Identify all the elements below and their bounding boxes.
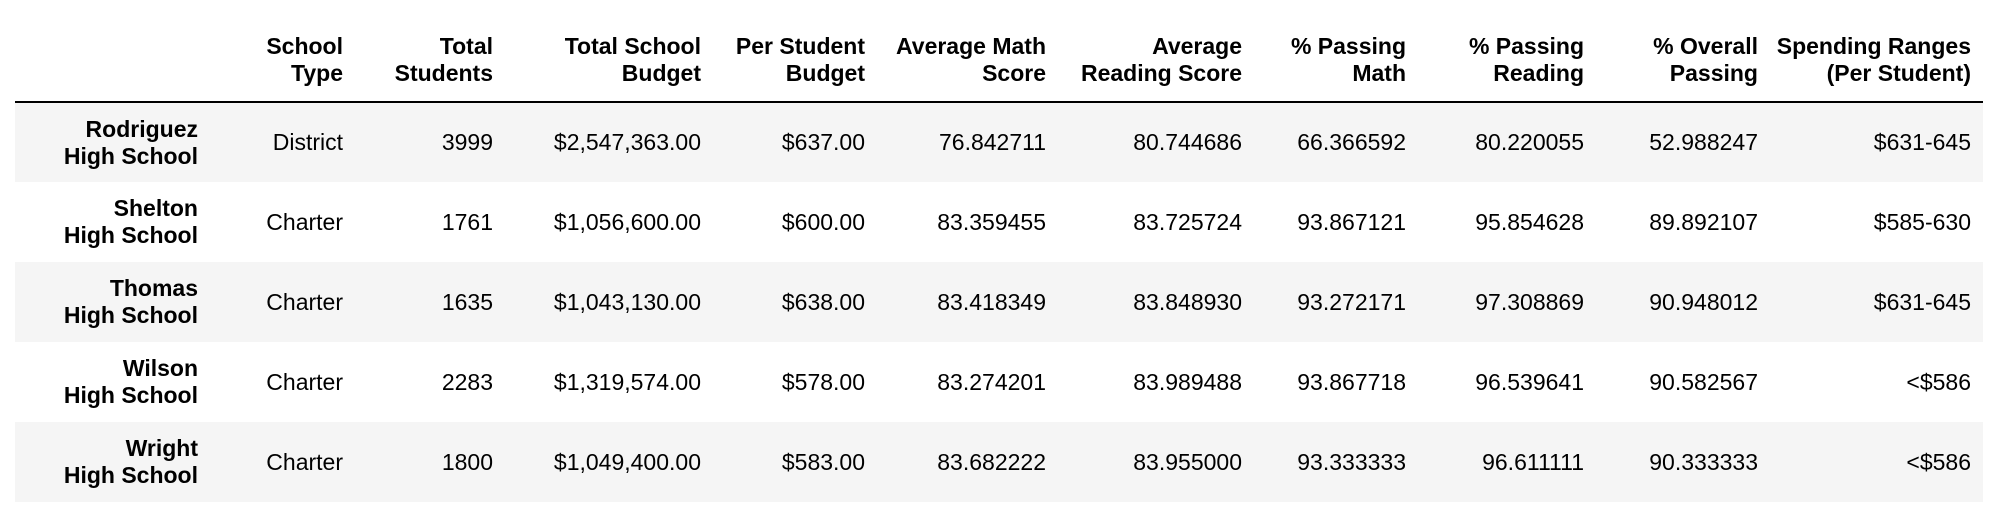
table-cell: 80.220055 [1475, 129, 1584, 155]
column-header-line: Spending Ranges [1776, 33, 1971, 59]
table-cell: $1,049,400.00 [553, 448, 701, 475]
table-cell: 93.867121 [1297, 208, 1406, 235]
table-cell: 66.366592 [1297, 129, 1406, 155]
table-cell: 80.744686 [1133, 129, 1242, 155]
table-row: Wright High School Charter 1800 $1,049,400.0… [15, 422, 1983, 502]
table-cell: 95.854628 [1475, 208, 1584, 235]
column-header-line: Budget [621, 60, 701, 86]
column-header: % Passing Math [1254, 17, 1418, 103]
table-cell: 89.892107 [1649, 208, 1758, 235]
column-header-line: Average Math [896, 33, 1046, 59]
column-header-line: Passing [1669, 60, 1758, 86]
table-cell: $2,547,363.00 [553, 129, 701, 155]
column-header-line: % Overall [1653, 33, 1758, 59]
table-cell: $578.00 [781, 368, 865, 395]
table-row: Thomas High School Charter 1635 $1,043,130.0… [15, 262, 1983, 342]
column-header: School Type [210, 17, 355, 103]
table-cell: Charter [266, 368, 343, 395]
table-cell: $583.00 [781, 448, 865, 475]
table-cell: 97.308869 [1475, 288, 1584, 315]
table-cell: 1761 [441, 208, 493, 235]
table-row: Rodriguez High School District 3999 $2,547,3… [15, 102, 1983, 182]
table-cell: 1635 [441, 288, 493, 315]
column-header-line: % Passing [1290, 33, 1406, 59]
table-cell: 83.955000 [1133, 448, 1242, 475]
column-header-line: School [266, 33, 343, 59]
column-header-line: Type [291, 60, 343, 86]
column-header-line: Budget [785, 60, 865, 86]
table-cell: 83.682222 [937, 448, 1046, 475]
column-header: Spending Ranges (Per Student) [1770, 17, 1983, 103]
table-cell: 2283 [441, 368, 493, 395]
column-header-line: % Passing [1468, 33, 1584, 59]
table-cell: 83.418349 [937, 288, 1046, 315]
table-cell: 3999 [441, 129, 493, 155]
column-header-line: Total [439, 33, 493, 59]
table-cell: 90.333333 [1649, 448, 1758, 475]
table-cell: $631-645 [1873, 129, 1971, 155]
table-cell: District [272, 129, 343, 155]
table-cell: $638.00 [781, 288, 865, 315]
table-cell: 1800 [441, 448, 493, 475]
column-header-line: Per Student [735, 33, 865, 59]
dataframe-container: School Type Total Students Total School Bud… [15, 17, 1983, 502]
table-cell: 93.333333 [1297, 448, 1406, 475]
row-index-school: Shelton High School [63, 195, 198, 248]
column-header-line: Students [394, 60, 493, 86]
column-header: Average Math Score [877, 17, 1058, 103]
table-cell: $1,056,600.00 [553, 208, 701, 235]
table-cell: <$586 [1906, 448, 1971, 475]
table-cell: $1,043,130.00 [553, 288, 701, 315]
table-cell: 96.611111 [1482, 448, 1584, 475]
table-cell: $631-645 [1873, 288, 1971, 315]
row-index-school: Thomas High School [63, 275, 198, 328]
table-cell: Charter [266, 448, 343, 475]
table-cell: 52.988247 [1649, 129, 1758, 155]
table-body: Rodriguez High School District 3999 $2,547,3… [15, 102, 1983, 502]
table-cell: Charter [266, 208, 343, 235]
column-header: % Passing Reading [1418, 17, 1596, 103]
column-header: Average Reading Score [1058, 17, 1254, 103]
table-cell: 83.274201 [937, 368, 1046, 395]
table-cell: 90.582567 [1649, 368, 1758, 395]
header-row: School Type Total Students Total School Bud… [15, 17, 1983, 103]
table-cell: 90.948012 [1649, 288, 1758, 315]
table-cell: <$586 [1906, 368, 1971, 395]
table-cell: $585-630 [1873, 208, 1971, 235]
row-index-school: Wilson High School [63, 355, 198, 408]
table-cell: $637.00 [781, 129, 865, 155]
column-header-line: (Per Student) [1826, 60, 1971, 86]
column-header-line: Reading Score [1080, 60, 1242, 86]
row-index-school: Wright High School [63, 435, 198, 488]
school-summary-table: School Type Total Students Total School Bud… [15, 17, 1983, 502]
table-cell: Charter [266, 288, 343, 315]
table-cell: 83.359455 [937, 208, 1046, 235]
column-header-line: Reading [1493, 60, 1584, 86]
column-header: Per Student Budget [713, 17, 877, 103]
table-cell: 96.539641 [1475, 368, 1584, 395]
table-cell: $600.00 [781, 208, 865, 235]
column-header-line: Math [1352, 60, 1406, 86]
table-row: Shelton High School Charter 1761 $1,056,600.… [15, 182, 1983, 262]
column-header: Total School Budget [505, 17, 713, 103]
row-index-school: Rodriguez High School [63, 115, 198, 169]
column-header-line: Average [1152, 33, 1242, 59]
column-header: % Overall Passing [1596, 17, 1770, 103]
table-cell: 83.989488 [1133, 368, 1242, 395]
table-cell: 83.848930 [1133, 288, 1242, 315]
table-cell: 93.272171 [1297, 288, 1406, 315]
table-cell: $1,319,574.00 [553, 368, 701, 395]
column-header-line: Total School [564, 33, 701, 59]
table-cell: 76.842711 [938, 129, 1046, 155]
table-header: School Type Total Students Total School Bud… [15, 17, 1983, 103]
column-header: Total Students [355, 17, 505, 103]
column-header-line: Score [982, 60, 1046, 86]
table-cell: 93.867718 [1297, 368, 1406, 395]
table-cell: 83.725724 [1133, 208, 1242, 235]
index-header [15, 17, 210, 103]
table-row: Wilson High School Charter 2283 $1,319,574.0… [15, 342, 1983, 422]
